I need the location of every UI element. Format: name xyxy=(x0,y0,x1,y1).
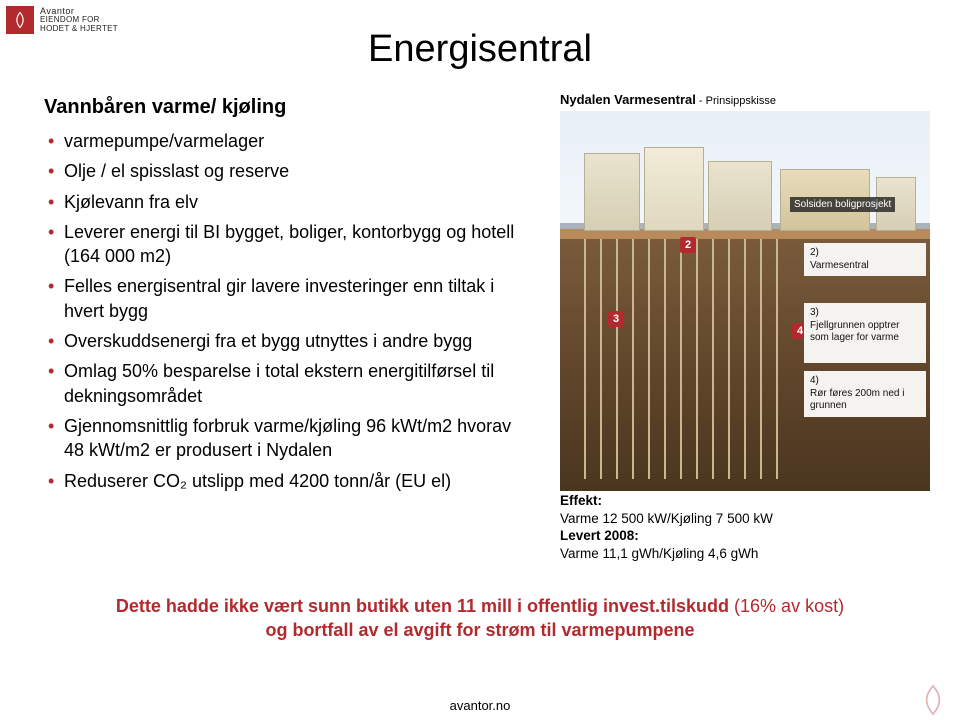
content-left: Vannbåren varme/ kjøling varmepumpe/varm… xyxy=(44,96,534,499)
section-heading: Vannbåren varme/ kjøling xyxy=(44,96,534,119)
pipe-line xyxy=(632,239,634,479)
list-item: Kjølevann fra elv xyxy=(44,190,534,214)
effect-line-1: Varme 12 500 kW/Kjøling 7 500 kW xyxy=(560,511,773,526)
effect-block: Effekt: Varme 12 500 kW/Kjøling 7 500 kW… xyxy=(560,492,773,562)
list-item: Olje / el spisslast og reserve xyxy=(44,159,534,183)
effect-heading-2: Levert 2008: xyxy=(560,528,639,543)
overlay-label: Solsiden boligprosjekt xyxy=(790,197,895,212)
bottom-line-1b: (16% av kost) xyxy=(734,596,844,616)
page-title: Energisentral xyxy=(0,28,960,71)
pipe-line xyxy=(696,239,698,479)
pipe-line xyxy=(584,239,586,479)
bottom-line-2: og bortfall av el avgift for strøm til v… xyxy=(265,620,694,640)
effect-line-2: Varme 11,1 gWh/Kjøling 4,6 gWh xyxy=(560,546,758,561)
list-item: Leverer energi til BI bygget, boliger, k… xyxy=(44,220,534,269)
list-item: Felles energisentral gir lavere invester… xyxy=(44,274,534,323)
badge-2: 2 xyxy=(680,237,696,253)
legend-item-3: 4)Rør føres 200m ned i grunnen xyxy=(804,371,926,417)
list-item: Gjennomsnittlig forbruk varme/kjøling 96… xyxy=(44,414,534,463)
pipe-line xyxy=(760,239,762,479)
legend-item-2: 3)Fjellgrunnen opptrer som lager for var… xyxy=(804,303,926,363)
badge-3: 3 xyxy=(608,311,624,327)
pipe-line xyxy=(600,239,602,479)
figure-caption-main: Nydalen Varmesentral xyxy=(560,92,696,107)
pipe-line xyxy=(616,239,618,479)
bottom-line-1a: Dette hadde ikke vært sunn butikk uten 1… xyxy=(116,596,734,616)
pipe-line xyxy=(648,239,650,479)
figure-caption: Nydalen Varmesentral - Prinsippskisse xyxy=(560,92,930,107)
figure-caption-sub: - Prinsippskisse xyxy=(696,95,776,107)
pipe-line xyxy=(744,239,746,479)
footer-url: avantor.no xyxy=(0,698,960,713)
figure-block: Nydalen Varmesentral - Prinsippskisse So… xyxy=(560,92,930,491)
list-item: varmepumpe/varmelager xyxy=(44,129,534,153)
pipe-line xyxy=(664,239,666,479)
building-icon xyxy=(708,161,772,231)
building-icon xyxy=(584,153,640,231)
figure-illustration: Solsiden boligprosjekt 2 3 4 2)Varmesent… xyxy=(560,111,930,491)
effect-heading-1: Effekt: xyxy=(560,493,602,508)
list-item: Overskuddsenergi fra et bygg utnyttes i … xyxy=(44,329,534,353)
pipe-line xyxy=(680,239,682,479)
footer-logo-icon xyxy=(916,683,950,717)
pipe-line xyxy=(712,239,714,479)
pipe-line xyxy=(728,239,730,479)
bottom-note: Dette hadde ikke vært sunn butikk uten 1… xyxy=(0,594,960,643)
pipe-line xyxy=(776,239,778,479)
list-item-text: Gjennomsnittlig forbruk varme/kjøling 96… xyxy=(64,416,511,460)
list-item: Omlag 50% besparelse i total ekstern ene… xyxy=(44,359,534,408)
legend-item-1: 2)Varmesentral xyxy=(804,243,926,276)
building-icon xyxy=(644,147,704,231)
bullet-list: varmepumpe/varmelager Olje / el spisslas… xyxy=(44,129,534,493)
list-item: Reduserer CO₂ utslipp med 4200 tonn/år (… xyxy=(44,469,534,493)
